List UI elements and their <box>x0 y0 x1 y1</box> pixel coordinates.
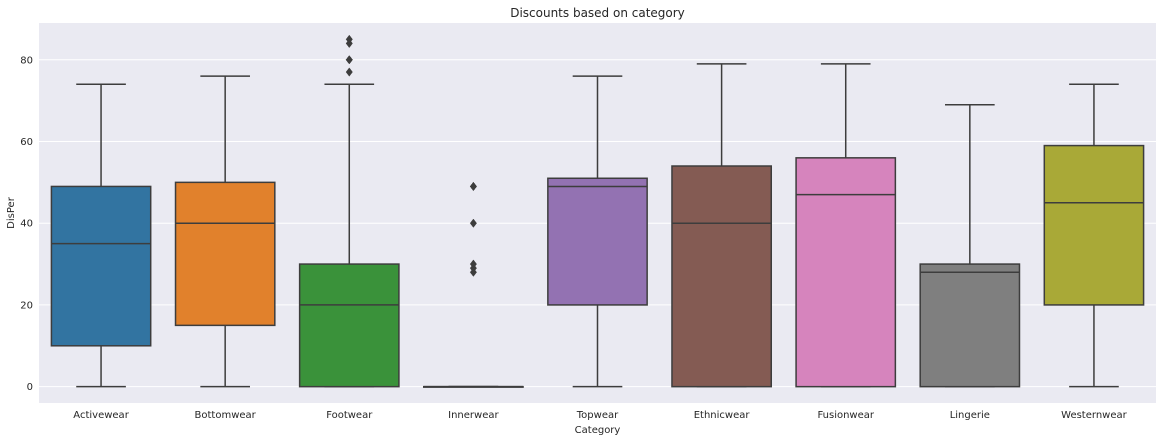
outlier-point <box>469 218 477 228</box>
x-tick-label: Activewear <box>73 410 129 421</box>
outlier-point <box>345 34 353 44</box>
outlier-point <box>469 181 477 192</box>
x-tick-label: Westernwear <box>1061 410 1127 421</box>
y-tick-label: 60 <box>20 137 33 148</box>
box-ethnicwear <box>671 63 773 388</box>
x-axis-label: Category <box>575 425 621 436</box>
y-tick-label: 40 <box>20 219 33 230</box>
box-body <box>1043 144 1145 306</box>
box-body <box>671 165 773 388</box>
x-tick-label: Innerwear <box>448 410 499 421</box>
box-body <box>174 181 276 327</box>
box-topwear <box>547 75 648 388</box>
x-tick-label: Fusionwear <box>817 410 874 421</box>
box-bottomwear <box>174 75 276 388</box>
box-body <box>547 177 648 306</box>
box-westernwear <box>1043 83 1145 388</box>
outlier-point <box>345 55 353 65</box>
y-tick-label: 0 <box>27 382 33 393</box>
box-fusionwear <box>795 63 897 388</box>
boxes <box>50 34 1145 388</box>
y-tick-labels: 0 20 40 60 80 <box>20 55 33 393</box>
box-body <box>795 157 897 388</box>
y-axis-label: DisPer <box>6 196 17 229</box>
chart-title: Discounts based on category <box>510 6 685 20</box>
box-body <box>298 263 400 388</box>
box-footwear <box>298 34 400 388</box>
box-body <box>919 263 1021 388</box>
x-tick-label: Bottomwear <box>195 410 257 421</box>
box-lingerie <box>919 103 1021 388</box>
x-tick-label: Ethnicwear <box>694 410 751 421</box>
box-innerwear <box>422 181 524 388</box>
box-activewear <box>50 83 152 388</box>
x-tick-label: Footwear <box>326 410 373 421</box>
box-body <box>50 185 152 347</box>
y-tick-label: 20 <box>20 300 33 311</box>
y-tick-label: 80 <box>20 55 33 66</box>
x-tick-label: Lingerie <box>950 410 990 421</box>
outlier-point <box>345 67 353 77</box>
outlier-point <box>469 259 477 269</box>
x-tick-labels: Activewear Bottomwear Footwear Innerwear Top… <box>73 410 1127 421</box>
x-tick-label: Topwear <box>576 410 619 421</box>
